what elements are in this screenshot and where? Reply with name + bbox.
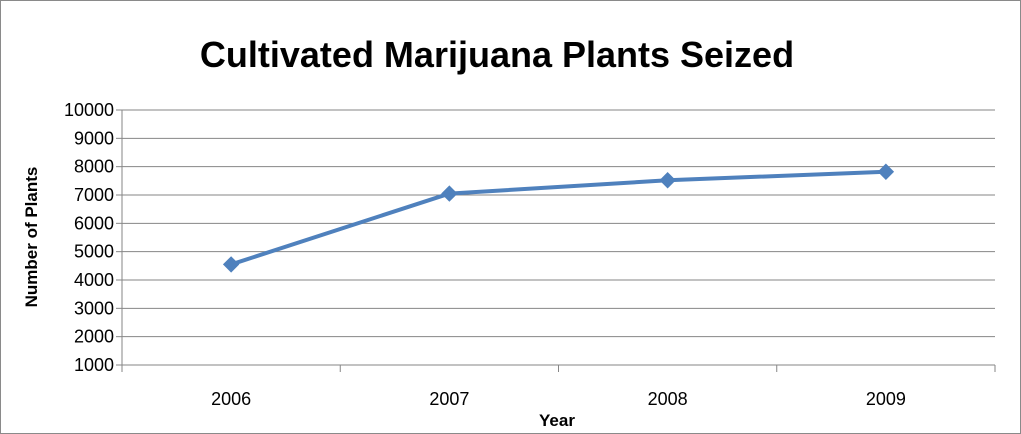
y-tick-label: 6000	[74, 213, 114, 233]
y-axis-title: Number of Plants	[22, 167, 41, 308]
x-axis-title: Year	[539, 411, 575, 430]
y-tick-label: 1000	[74, 355, 114, 375]
y-tick-label: 8000	[74, 157, 114, 177]
y-tick-label: 5000	[74, 242, 114, 262]
data-point-marker	[441, 185, 458, 202]
y-tick-label: 3000	[74, 298, 114, 318]
chart-title: Cultivated Marijuana Plants Seized	[200, 34, 794, 75]
y-tick-labels: 1000 2000 3000 4000 5000 6000 7000 8000 9000 1000…	[64, 100, 114, 375]
y-tick-label: 7000	[74, 185, 114, 205]
x-tick-label: 2006	[211, 389, 251, 409]
data-point-marker	[877, 163, 895, 180]
series-line	[229, 169, 888, 267]
x-tick-label: 2007	[429, 389, 469, 409]
x-tick-label: 2008	[648, 389, 688, 409]
y-tick-label: 9000	[74, 128, 114, 148]
x-tick-marks	[121, 365, 996, 372]
series-group	[222, 163, 895, 273]
data-point-marker	[659, 172, 676, 189]
data-point-marker	[222, 256, 240, 273]
y-tick-label: 4000	[74, 270, 114, 290]
x-tick-labels: 2006 2007 2008 2009	[211, 389, 906, 409]
y-tick-label: 10000	[64, 100, 114, 120]
y-tick-label: 2000	[74, 327, 114, 347]
x-tick-label: 2009	[866, 389, 906, 409]
gridlines	[116, 109, 995, 366]
